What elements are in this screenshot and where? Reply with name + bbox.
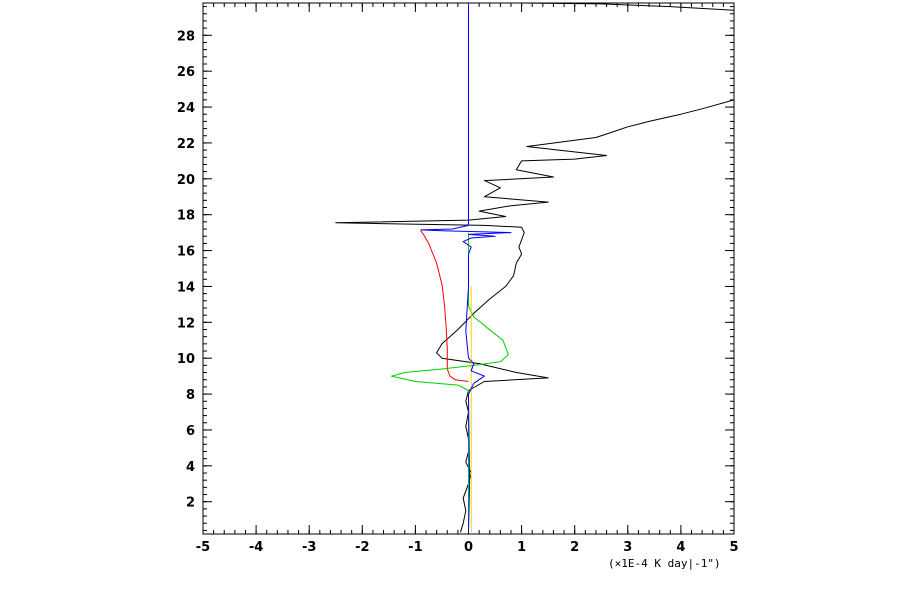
x-tick-label: 1: [517, 540, 526, 555]
y-tick-label: 16: [177, 245, 195, 260]
x-tick-label: -4: [249, 540, 263, 555]
x-tick-label: 0: [464, 540, 473, 555]
x-tick-label: 5: [729, 540, 738, 555]
y-tick-label: 6: [186, 424, 195, 439]
y-tick-label: 4: [186, 460, 195, 475]
x-tick-label: -1: [408, 540, 422, 555]
series-layer: [335, 2, 735, 533]
x-tick-label: 4: [676, 540, 685, 555]
x-unit-label: (×1E-4 K day|-1"): [608, 557, 721, 570]
y-tick-label: 24: [177, 101, 195, 116]
y-tick-label: 8: [186, 388, 195, 403]
y-tick-label: 2: [186, 496, 195, 511]
series-line-2: [521, 2, 735, 11]
x-tick-label: -3: [302, 540, 316, 555]
x-tick-label: 3: [623, 540, 632, 555]
y-tick-label: 22: [177, 137, 195, 152]
y-tick-label: 10: [177, 352, 195, 367]
series-line-1: [335, 99, 735, 533]
y-tick-label: 12: [177, 316, 195, 331]
y-tick-label: 20: [177, 173, 195, 188]
x-tick-label: 2: [570, 540, 579, 555]
x-tick-label: -5: [196, 540, 210, 555]
series-line-3: [420, 230, 469, 382]
x-tick-label: -2: [355, 540, 369, 555]
y-tick-label: 28: [177, 29, 195, 44]
axis-ticks: [202, 3, 735, 534]
y-tick-label: 14: [177, 280, 195, 295]
series-line-4: [391, 232, 509, 533]
y-tick-label: 18: [177, 209, 195, 224]
y-tick-label: 26: [177, 65, 195, 80]
series-line-6: [420, 3, 512, 533]
